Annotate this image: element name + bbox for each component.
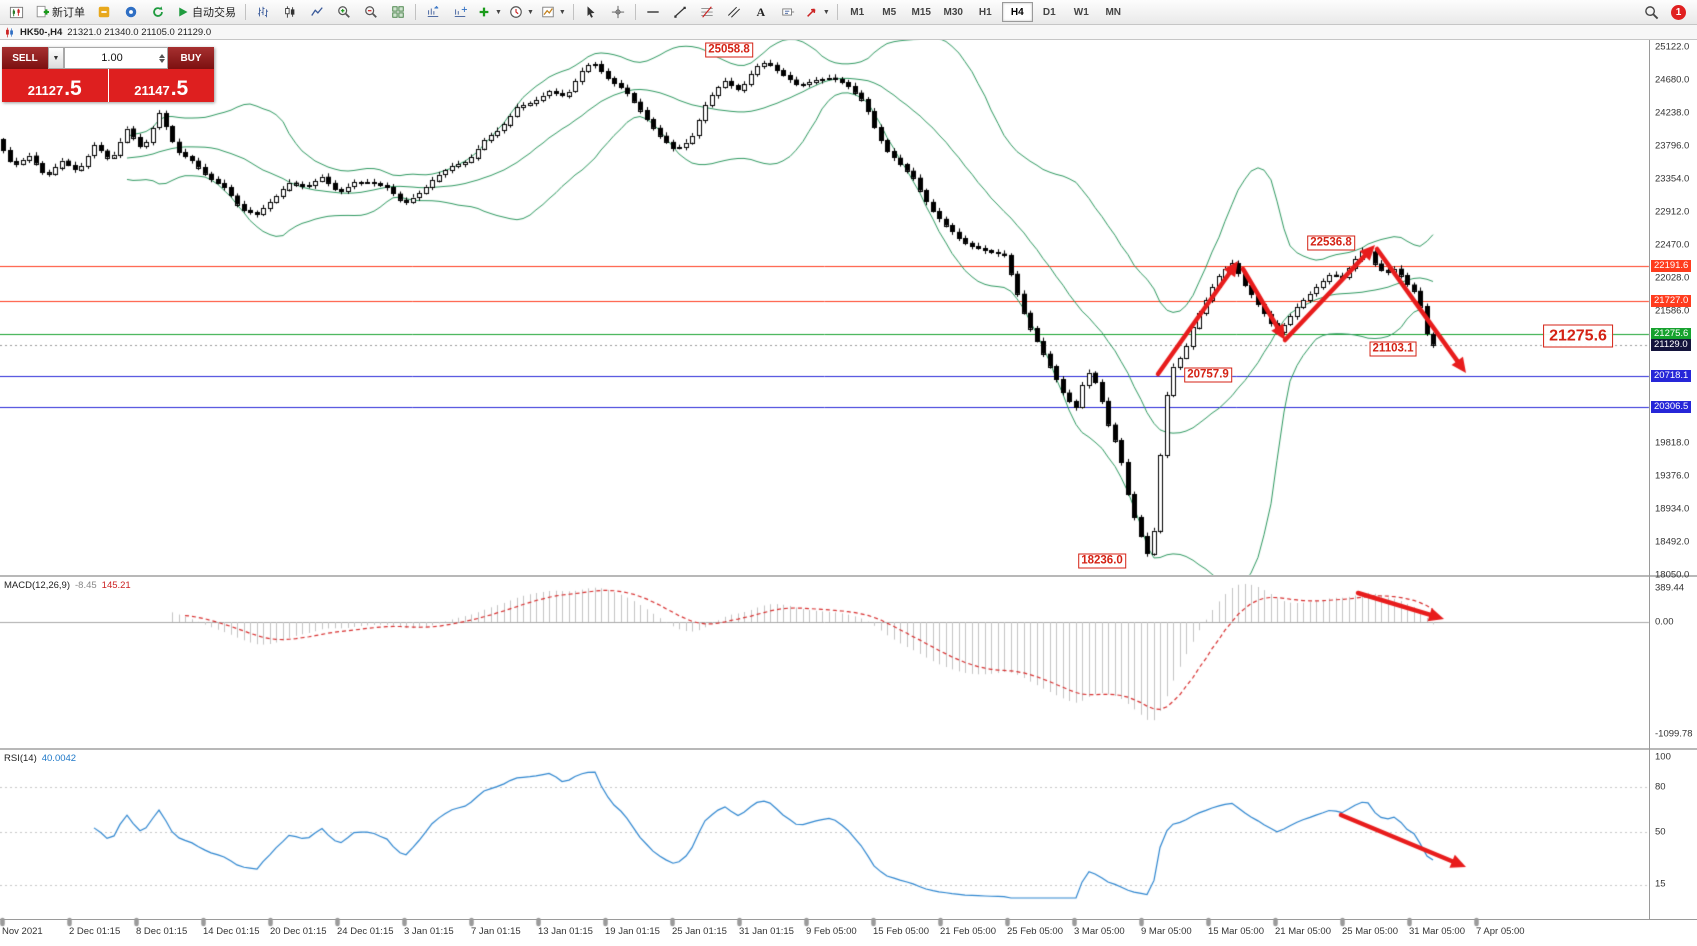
rsi-name: RSI(14)	[4, 753, 37, 764]
timeframe-d1-button[interactable]: D1	[1042, 6, 1056, 18]
chart-shift-button[interactable]	[447, 1, 473, 23]
chart-bars-button[interactable]	[250, 1, 276, 23]
crosshair-button[interactable]	[605, 1, 631, 23]
main-toolbar: 新订单 自动交易 ▼ ▼ ▼ A ▼ M1 M5 M15 M30 H1 H4 D1 W1 MN	[0, 0, 1697, 25]
toolbar-right-group: 1	[1638, 1, 1694, 23]
buy-button[interactable]: BUY	[168, 47, 214, 69]
rsi-value: 40.0042	[41, 753, 77, 764]
text-tool-glyph: A	[756, 4, 766, 19]
text-tool-button[interactable]: A	[748, 1, 774, 23]
price-annotation[interactable]: 21103.1	[1369, 341, 1417, 357]
toolbar-separator	[634, 4, 636, 20]
toolbar-separator	[245, 4, 246, 20]
timeframe-h1-button[interactable]: H1	[978, 6, 992, 18]
new-order-button[interactable]: 新订单	[30, 1, 90, 23]
tile-windows-button[interactable]	[385, 1, 411, 23]
arrows-tool-button[interactable]: ▼	[802, 1, 833, 23]
chart-candles-button[interactable]	[277, 1, 303, 23]
new-order-label: 新订单	[52, 7, 85, 19]
label-tool-button[interactable]	[775, 1, 801, 23]
fibonacci-tool-button[interactable]	[694, 1, 720, 23]
timeframe-mn-button[interactable]: MN	[1105, 6, 1122, 18]
macd-panel-splitter[interactable]	[0, 575, 1697, 577]
sell-price-pips: .5	[64, 77, 82, 101]
notification-badge[interactable]: 1	[1671, 4, 1686, 20]
timeframe-h4-button[interactable]: H4	[1001, 2, 1033, 22]
channel-tool-button[interactable]	[721, 1, 747, 23]
sell-price-main: 21127	[27, 82, 64, 98]
order-type-dropdown[interactable]: ▼	[48, 47, 64, 69]
price-axis-line	[1649, 39, 1650, 920]
price-annotation[interactable]: 20757.9	[1184, 367, 1232, 383]
volume-stepper[interactable]	[159, 53, 167, 63]
new-chart-button[interactable]	[3, 1, 29, 23]
price-annotation[interactable]: 18236.0	[1078, 553, 1126, 569]
volume-value: 1.00	[101, 52, 123, 64]
timeframe-m30-button[interactable]: M30	[943, 6, 963, 18]
trendline-tool-button[interactable]	[667, 1, 693, 23]
chevron-down-icon: ▼	[526, 8, 534, 16]
rsi-indicator-label: RSI(14) 40.0042	[4, 753, 76, 764]
trade-header-row: SELL ▼ 1.00 BUY	[2, 47, 214, 69]
symbol-info-bar: HK50-,H4 21321.0 21340.0 21105.0 21129.0	[0, 25, 1697, 40]
templates-button[interactable]: ▼	[538, 1, 569, 23]
chevron-down-icon: ▼	[558, 8, 566, 16]
auto-trading-label: 自动交易	[192, 7, 236, 19]
search-button[interactable]	[1638, 1, 1664, 23]
chart-line-button[interactable]	[304, 1, 330, 23]
chevron-down-icon: ▼	[495, 8, 502, 16]
cursor-button[interactable]	[578, 1, 604, 23]
sell-button[interactable]: SELL	[2, 47, 48, 69]
metaeditor-button[interactable]	[91, 1, 117, 23]
auto-trading-button[interactable]: 自动交易	[172, 1, 241, 23]
timeframe-group: M1 M5 M15 M30 H1 H4 D1 W1 MN	[842, 2, 1129, 22]
time-axis-separator	[0, 919, 1697, 920]
rsi-panel-splitter[interactable]	[0, 748, 1697, 750]
volume-field[interactable]: 1.00	[64, 47, 168, 69]
one-click-trading-panel: SELL ▼ 1.00 BUY 21127.5 21147.5	[2, 47, 214, 102]
trade-price-row: 21127.5 21147.5	[2, 69, 214, 102]
timeframe-m15-button[interactable]: M15	[911, 6, 931, 18]
buy-price-pips: .5	[170, 77, 189, 101]
zoom-out-button[interactable]	[358, 1, 384, 23]
price-annotation[interactable]: 21275.6	[1543, 324, 1613, 348]
timeframe-w1-button[interactable]: W1	[1073, 6, 1089, 18]
macd-signal-value: 145.21	[101, 580, 131, 591]
macd-indicator-label: MACD(12,26,9) -8.45 145.21	[4, 580, 131, 591]
zoom-in-button[interactable]	[331, 1, 357, 23]
buy-price-button[interactable]: 21147.5	[108, 69, 214, 102]
refresh-button[interactable]	[145, 1, 171, 23]
toolbar-separator	[415, 4, 416, 20]
toolbar-separator	[836, 4, 838, 20]
chevron-down-icon: ▼	[822, 8, 830, 16]
hline-tool-button[interactable]	[640, 1, 666, 23]
macd-main-value: -8.45	[75, 580, 97, 591]
sell-price-button[interactable]: 21127.5	[2, 69, 108, 102]
symbol-title: HK50-,H4	[20, 26, 63, 38]
symbol-ohlc: 21321.0 21340.0 21105.0 21129.0	[67, 26, 212, 38]
buy-price-main: 21147	[134, 82, 170, 98]
options-button[interactable]	[118, 1, 144, 23]
periods-button[interactable]: ▼	[506, 1, 537, 23]
macd-name: MACD(12,26,9)	[4, 580, 70, 591]
toolbar-separator	[572, 4, 574, 20]
timeframe-m1-button[interactable]: M1	[850, 6, 865, 18]
price-annotation[interactable]: 22536.8	[1307, 235, 1355, 251]
indicators-button[interactable]: ▼	[474, 1, 505, 23]
price-annotation[interactable]: 25058.8	[705, 42, 753, 58]
timeframe-m5-button[interactable]: M5	[882, 6, 897, 18]
symbol-tab-icon	[6, 27, 13, 37]
auto-scroll-button[interactable]	[420, 1, 446, 23]
